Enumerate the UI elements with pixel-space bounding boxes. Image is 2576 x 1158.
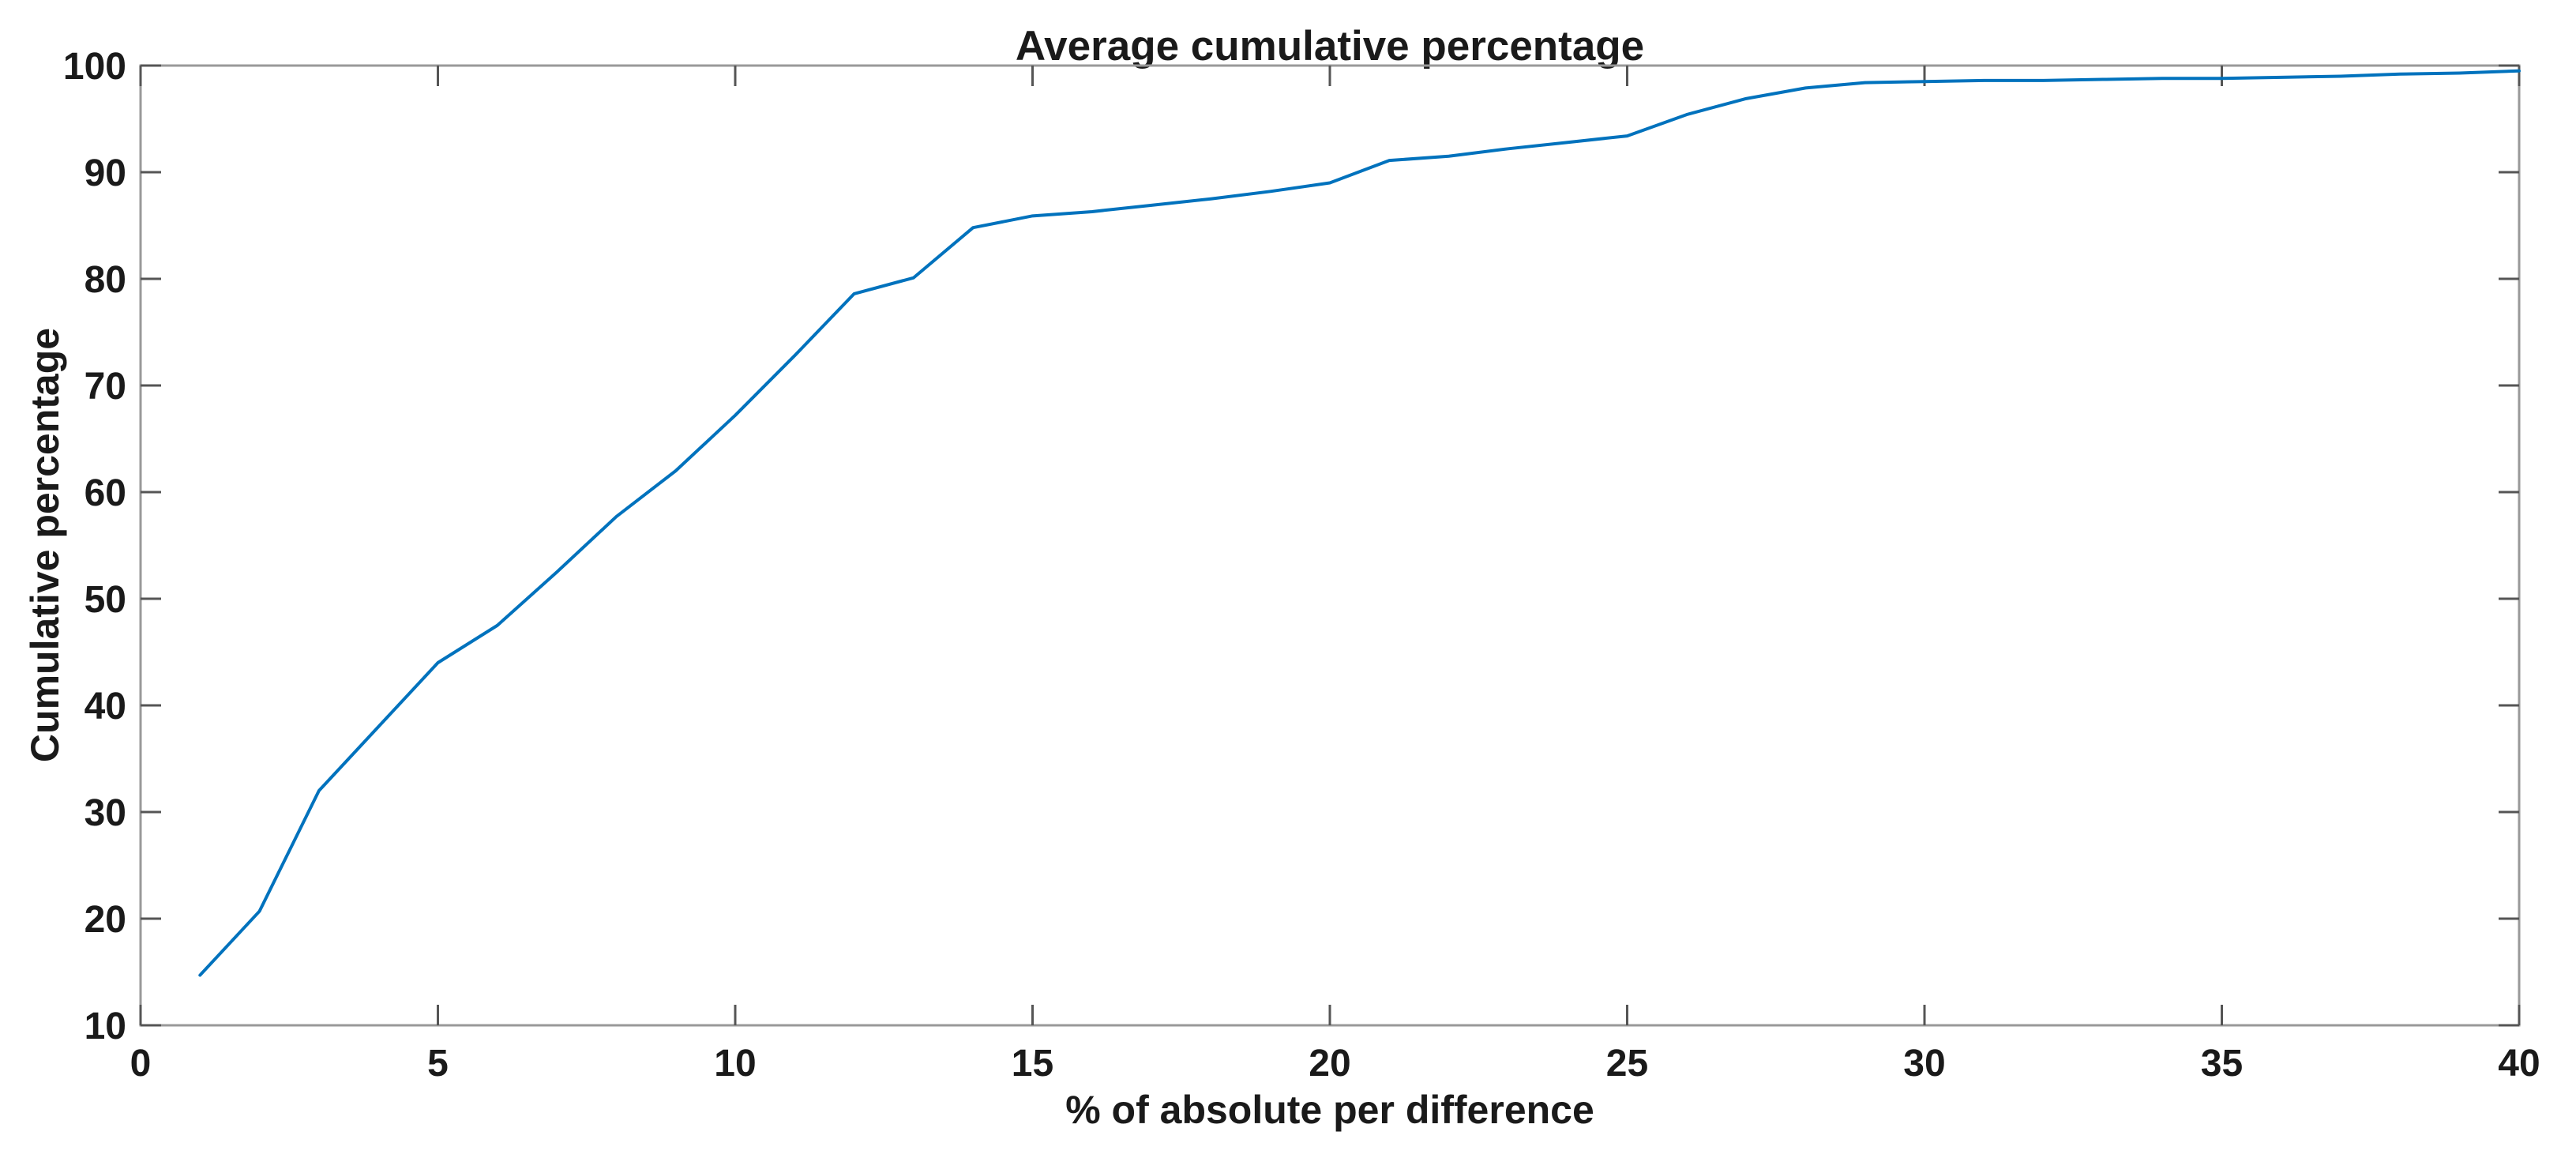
- x-tick-label: 5: [427, 1043, 449, 1085]
- x-tick-label: 40: [2498, 1043, 2540, 1085]
- y-tick-label: 30: [84, 792, 126, 834]
- x-tick-label: 0: [130, 1043, 152, 1085]
- data-line: [198, 69, 2521, 977]
- axis-ticks: [139, 64, 2521, 1027]
- chart-title: Average cumulative percentage: [1016, 23, 1644, 70]
- y-tick-label: 90: [84, 152, 126, 194]
- x-axis-label: % of absolute per difference: [1065, 1088, 1594, 1132]
- y-tick-label: 80: [84, 259, 126, 301]
- x-tick-label: 15: [1012, 1043, 1053, 1085]
- y-tick-label: 60: [84, 472, 126, 514]
- x-tick-label: 10: [714, 1043, 756, 1085]
- plot-box: [139, 64, 2521, 1027]
- y-tick-label: 100: [63, 46, 126, 88]
- y-tick-label: 70: [84, 366, 126, 408]
- x-tick-label: 35: [2201, 1043, 2243, 1085]
- data-series: [198, 69, 2521, 977]
- x-tick-label: 30: [1903, 1043, 1945, 1085]
- x-tick-label: 25: [1606, 1043, 1648, 1085]
- y-tick-label: 40: [84, 686, 126, 728]
- axis-tick-labels: 0 5 10 15 20 25 30 35 40 10 20 30 40 50 60 70 80 90 100: [63, 46, 2540, 1085]
- y-tick-label: 50: [84, 579, 126, 621]
- y-tick-label: 20: [84, 899, 126, 941]
- x-tick-label: 20: [1309, 1043, 1350, 1085]
- y-tick-label: 10: [84, 1006, 126, 1047]
- y-axis-label: Cumulative percentage: [23, 328, 67, 762]
